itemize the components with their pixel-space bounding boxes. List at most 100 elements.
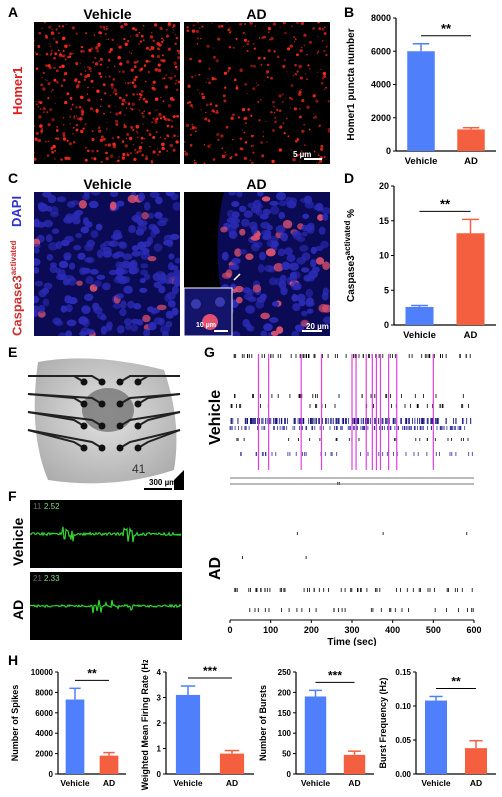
homer1-puncta (129, 35, 132, 38)
homer1-puncta (131, 108, 134, 111)
y-tick-label: 0.05 (395, 736, 411, 745)
homer1-puncta (290, 107, 292, 109)
homer1-puncta (136, 136, 139, 139)
homer1-puncta (189, 57, 193, 61)
dapi-nucleus (174, 257, 180, 264)
dapi-nucleus (296, 236, 306, 242)
dapi-nucleus (173, 269, 180, 275)
homer1-puncta (263, 56, 266, 60)
homer1-puncta (84, 158, 88, 162)
homer1-puncta (92, 110, 94, 112)
homer1-puncta (161, 77, 164, 80)
y-tick-label: 0.10 (395, 702, 411, 711)
panel-letter-b: B (344, 4, 355, 20)
homer1-puncta (84, 66, 86, 68)
homer1-puncta (152, 87, 157, 92)
homer1-puncta (114, 105, 116, 107)
electrode (134, 444, 142, 452)
homer1-puncta (87, 86, 89, 89)
homer1-puncta (220, 134, 224, 138)
dapi-nucleus (108, 269, 118, 276)
homer1-puncta (55, 137, 58, 140)
homer1-puncta (191, 123, 194, 126)
dapi-nucleus (269, 277, 277, 286)
homer1-puncta (317, 161, 321, 164)
dapi-nucleus (171, 307, 179, 316)
homer1-puncta (184, 140, 186, 143)
caspase3-cell (265, 248, 276, 257)
homer1-puncta (214, 78, 217, 81)
homer1-puncta (156, 54, 161, 59)
homer1-puncta (49, 108, 53, 112)
homer1-puncta (42, 106, 46, 111)
y-tick-label: 5 (384, 285, 389, 295)
homer1-puncta (300, 150, 303, 152)
homer1-puncta (132, 93, 135, 96)
homer1-puncta (124, 114, 126, 116)
y-tick-label: 3 (157, 694, 162, 703)
dapi-nucleus (260, 221, 271, 229)
homer1-puncta (125, 107, 128, 109)
homer1-puncta (207, 144, 211, 149)
homer1-puncta (121, 98, 126, 103)
dapi-nucleus (231, 201, 240, 208)
homer1-puncta (327, 130, 330, 133)
homer1-puncta (118, 70, 121, 73)
homer1-puncta (159, 136, 162, 139)
homer1-puncta (112, 78, 116, 81)
homer1-puncta (207, 119, 211, 123)
homer1-puncta (246, 42, 250, 46)
homer1-puncta (198, 27, 201, 29)
dapi-nucleus (255, 207, 263, 216)
homer1-puncta (55, 28, 58, 31)
caspase3-cell (142, 314, 151, 323)
y-axis-label: Weighted Mean Firing Rate (Hz) (140, 660, 150, 790)
trace-vehicle-index: 11 (33, 502, 42, 511)
homer1-puncta (125, 94, 128, 97)
homer1-puncta (50, 31, 55, 35)
homer1-puncta (222, 157, 224, 159)
homer1-puncta (267, 31, 270, 34)
homer1-puncta (175, 36, 179, 40)
homer1-puncta (306, 78, 308, 81)
homer1-puncta (162, 100, 165, 103)
homer1-puncta (79, 73, 83, 76)
dapi-nucleus (147, 306, 154, 313)
homer1-puncta (176, 141, 178, 143)
homer1-puncta (86, 73, 91, 78)
homer1-puncta (282, 122, 285, 125)
homer1-puncta (140, 136, 144, 140)
raster-row (229, 426, 466, 430)
panel-letter-d: D (344, 170, 355, 186)
homer1-puncta (296, 137, 299, 140)
homer1-puncta (75, 85, 80, 89)
homer1-puncta (93, 34, 96, 36)
homer1-puncta (157, 63, 161, 67)
dapi-nucleus (291, 293, 298, 302)
dapi-nucleus (315, 245, 324, 251)
homer1-puncta (49, 43, 51, 45)
y-tick-label: 8000 (35, 688, 53, 697)
dapi-nucleus (68, 262, 76, 270)
electrode-lead (137, 411, 181, 427)
homer1-puncta (317, 75, 319, 77)
homer1-puncta (114, 92, 118, 96)
homer1-puncta (124, 42, 128, 47)
homer1-puncta (107, 59, 111, 62)
homer1-puncta (140, 34, 144, 38)
homer1-puncta (262, 131, 265, 133)
dapi-nucleus (139, 287, 148, 293)
homer1-puncta (198, 92, 200, 94)
homer1-puncta (55, 129, 59, 132)
homer1-puncta (247, 40, 250, 43)
panel-letter-a: A (8, 4, 19, 20)
homer1-puncta (172, 115, 176, 119)
homer1-puncta (232, 46, 235, 49)
homer1-puncta (306, 105, 310, 109)
bar-vehicle (65, 699, 85, 774)
dapi-nucleus (243, 210, 253, 218)
dapi-nucleus (306, 308, 314, 314)
electrode (134, 422, 142, 430)
homer1-puncta (53, 66, 56, 70)
homer1-puncta (230, 116, 234, 121)
